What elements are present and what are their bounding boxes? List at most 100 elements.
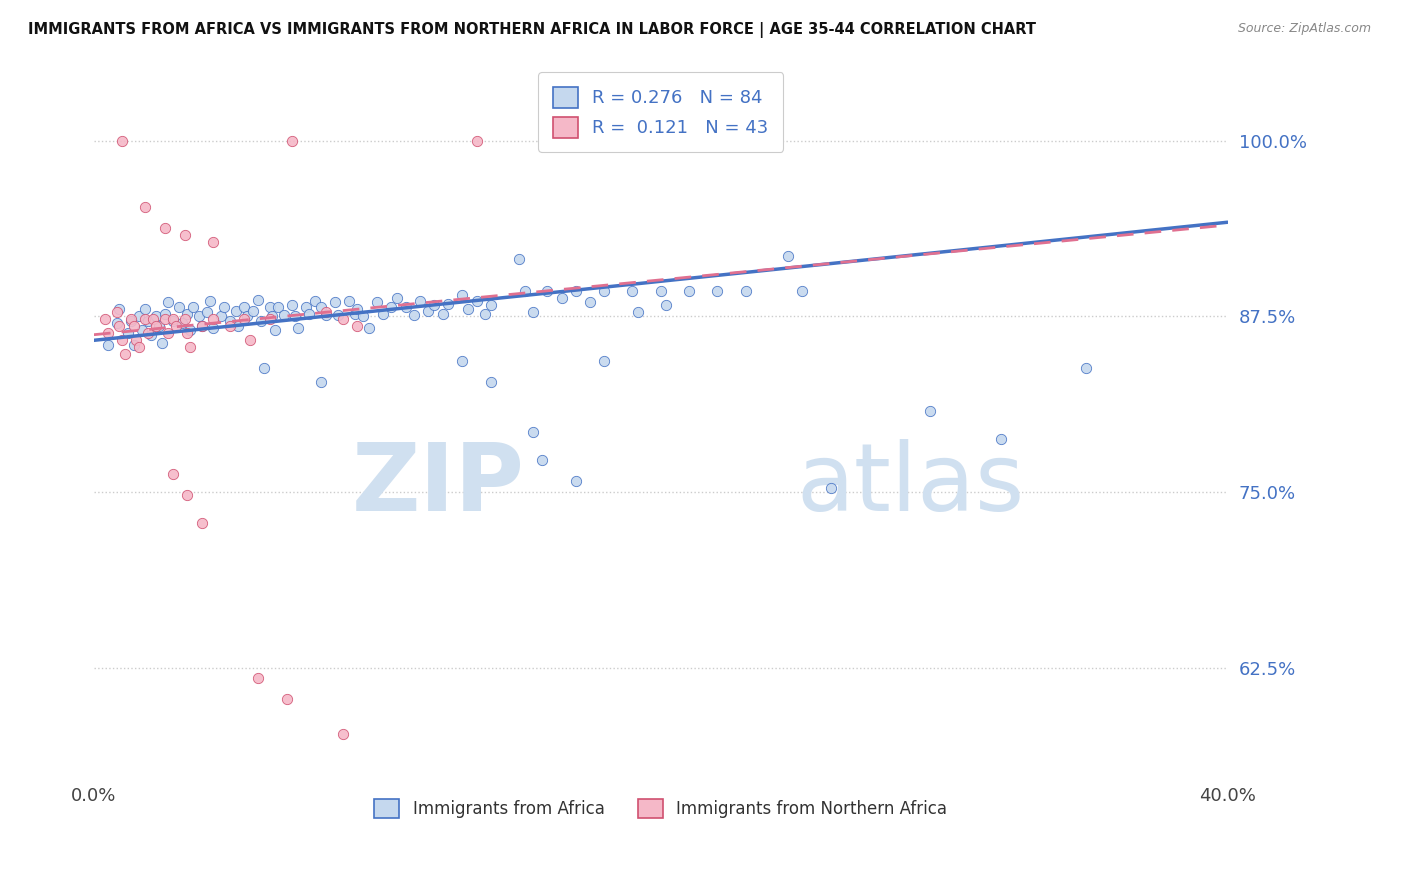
Point [134, 312, 156, 326]
Point [136, 313, 159, 327]
Point [211, 310, 233, 324]
Point [165, 319, 187, 334]
Point [187, 310, 209, 324]
Point [134, 200, 156, 214]
Point [352, 310, 374, 324]
Point [247, 293, 270, 307]
Point [225, 303, 247, 318]
Point [111, 134, 134, 148]
Point [162, 312, 184, 326]
Point [315, 308, 337, 322]
Point [593, 284, 616, 298]
Point [201, 320, 224, 334]
Point [508, 252, 530, 266]
Point [276, 691, 298, 706]
Point [173, 227, 195, 242]
Point [247, 671, 270, 685]
Point [465, 293, 488, 308]
Point [131, 323, 153, 337]
Point [198, 293, 221, 308]
Point [337, 293, 360, 308]
Point [148, 319, 170, 334]
Point [579, 295, 602, 310]
Point [437, 297, 460, 311]
Point [239, 334, 262, 348]
Point [432, 307, 454, 321]
Point [259, 300, 281, 314]
Point [380, 300, 402, 314]
Point [142, 312, 165, 326]
Point [179, 340, 201, 354]
Point [176, 326, 198, 341]
Point [264, 323, 287, 337]
Point [343, 307, 366, 321]
Point [326, 308, 349, 322]
Point [233, 312, 256, 326]
Point [281, 134, 304, 148]
Point [176, 488, 198, 502]
Point [451, 288, 474, 302]
Point [309, 376, 332, 390]
Point [170, 317, 193, 331]
Point [323, 295, 346, 310]
Point [173, 312, 195, 326]
Point [706, 284, 728, 298]
Point [117, 326, 139, 341]
Point [153, 312, 176, 326]
Point [918, 403, 941, 417]
Point [195, 305, 218, 319]
Point [162, 467, 184, 481]
Point [621, 284, 644, 298]
Point [250, 313, 273, 327]
Point [655, 298, 678, 312]
Point [474, 307, 496, 321]
Point [267, 300, 290, 314]
Point [346, 319, 368, 334]
Text: ZIP: ZIP [352, 439, 524, 531]
Point [179, 323, 201, 337]
Point [385, 291, 408, 305]
Point [281, 298, 304, 312]
Point [287, 320, 309, 334]
Point [530, 452, 553, 467]
Point [97, 326, 120, 341]
Point [236, 310, 259, 324]
Point [295, 300, 318, 314]
Point [650, 284, 672, 298]
Point [181, 300, 204, 314]
Point [97, 337, 120, 351]
Point [262, 310, 284, 324]
Point [315, 305, 337, 319]
Point [145, 319, 167, 334]
Point [201, 235, 224, 249]
Point [108, 302, 131, 317]
Point [1074, 361, 1097, 376]
Point [479, 298, 502, 312]
Point [122, 337, 145, 351]
Point [990, 432, 1012, 446]
Point [145, 310, 167, 324]
Point [120, 313, 142, 327]
Point [128, 340, 150, 354]
Point [536, 284, 558, 298]
Point [190, 319, 212, 334]
Point [357, 320, 380, 334]
Point [105, 305, 128, 319]
Point [201, 312, 224, 326]
Point [156, 326, 179, 341]
Point [273, 308, 295, 322]
Point [219, 319, 242, 334]
Point [190, 516, 212, 530]
Point [404, 308, 426, 322]
Point [513, 284, 536, 298]
Point [219, 313, 242, 327]
Point [564, 474, 586, 488]
Point [94, 312, 117, 326]
Point [139, 327, 162, 342]
Point [190, 319, 212, 334]
Point [678, 284, 700, 298]
Point [332, 727, 354, 741]
Point [122, 319, 145, 334]
Point [233, 300, 256, 314]
Point [136, 326, 159, 341]
